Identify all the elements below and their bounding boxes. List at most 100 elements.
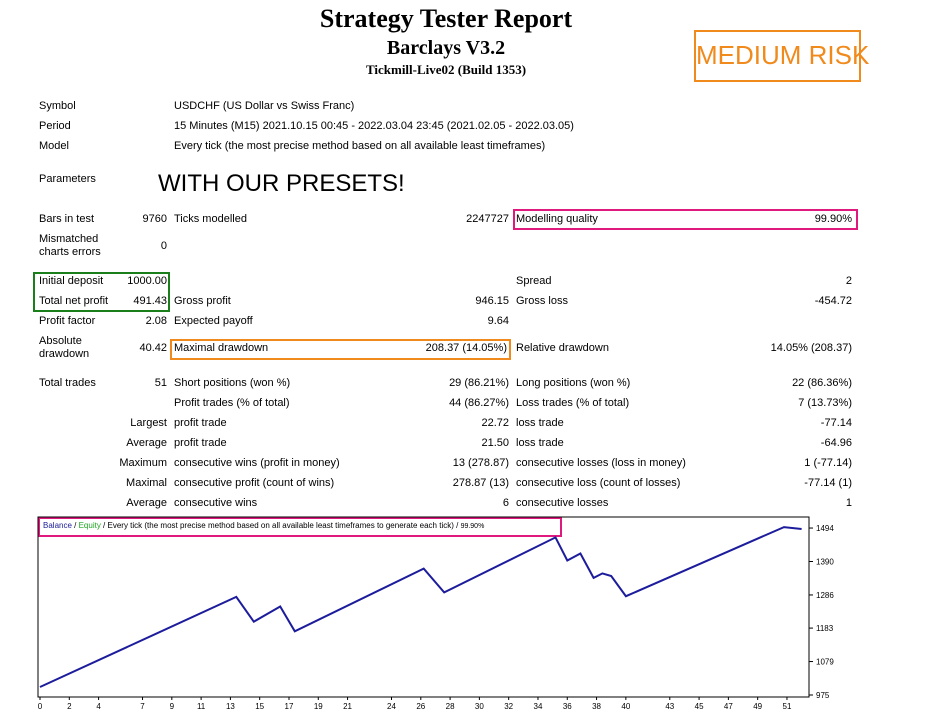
x-tick-label: 21: [343, 702, 352, 711]
x-tick-label: 32: [504, 702, 513, 711]
x-tick-label: 51: [783, 702, 792, 711]
legend-equity: Equity: [78, 521, 101, 530]
x-tick-label: 34: [534, 702, 543, 711]
average-loss-label: loss trade: [516, 437, 564, 449]
legend-sep1: /: [71, 521, 79, 530]
y-tick-label: 1286: [816, 591, 834, 600]
drawdown-highlight-box: [170, 339, 511, 360]
avg-losses-label: consecutive losses: [516, 497, 609, 509]
deposit-value: 1000.00: [127, 275, 167, 287]
long-value: 22 (86.36%): [792, 377, 852, 389]
legend-quality: 99.90%: [460, 523, 485, 530]
period-value: 15 Minutes (M15) 2021.10.15 00:45 - 2022…: [174, 120, 574, 132]
presets-note: WITH OUR PRESETS!: [158, 170, 405, 197]
chart-legend: Balance / Equity / Every tick (the most …: [43, 521, 484, 532]
x-tick-label: 28: [446, 702, 455, 711]
mismatch-label-line1: Mismatched: [39, 233, 99, 245]
avg-wins-value: 6: [502, 497, 509, 509]
maximal-label: Maximal: [126, 477, 167, 489]
short-value: 29 (86.21%): [449, 377, 509, 389]
reldd-value: 14.05% (208.37): [770, 342, 852, 354]
mismatch-value: 0: [160, 240, 167, 252]
bars-value: 9760: [142, 213, 167, 225]
legend-balance: Balance: [43, 521, 72, 530]
average-loss-value: -64.96: [820, 437, 852, 449]
average-label: Average: [126, 437, 167, 449]
profit-factor-label: Profit factor: [39, 315, 96, 327]
quality-label: Modelling quality: [516, 213, 598, 225]
profit-trades-label: Profit trades (% of total): [174, 397, 290, 409]
y-tick-label: 1390: [816, 557, 834, 566]
loss-trades-label: Loss trades (% of total): [516, 397, 630, 409]
x-tick-label: 9: [170, 702, 175, 711]
ticks-label: Ticks modelled: [174, 213, 247, 225]
expert-name: Barclays V3.2: [386, 37, 506, 59]
x-tick-label: 26: [416, 702, 425, 711]
x-tick-label: 45: [695, 702, 704, 711]
x-tick-label: 36: [563, 702, 572, 711]
trades-value: 51: [154, 377, 167, 389]
x-tick-label: 47: [724, 702, 733, 711]
maximal-loss-label: consecutive loss (count of losses): [516, 477, 681, 489]
loss-trades-value: 7 (13.73%): [798, 397, 852, 409]
avg-wins-label: consecutive wins: [174, 497, 258, 509]
x-tick-label: 11: [197, 702, 206, 711]
maximal-profit-value: 278.87 (13): [452, 477, 509, 489]
y-tick-label: 1494: [816, 524, 834, 533]
netprofit-label: Total net profit: [39, 295, 109, 307]
absdd-value: 40.42: [139, 342, 167, 354]
avg-consec-label: Average: [126, 497, 167, 509]
max-losses-value: 1 (-77.14): [804, 457, 852, 469]
legend-highlight-box: [38, 517, 562, 537]
x-tick-label: 49: [753, 702, 762, 711]
average-profit-label: profit trade: [174, 437, 227, 449]
largest-label: Largest: [130, 417, 167, 429]
grossprofit-value: 946.15: [475, 295, 509, 307]
average-profit-value: 21.50: [481, 437, 509, 449]
absdd-label-line1: Absolute: [39, 335, 82, 347]
trades-label: Total trades: [39, 377, 96, 389]
largest-profit-value: 22.72: [481, 417, 509, 429]
largest-loss-label: loss trade: [516, 417, 564, 429]
x-tick-label: 0: [38, 702, 43, 711]
y-tick-label: 1079: [816, 658, 834, 667]
symbol-label: Symbol: [39, 100, 76, 112]
maxdd-value: 208.37 (14.05%): [425, 342, 507, 354]
max-wins-value: 13 (278.87): [452, 457, 509, 469]
server-name: Tickmill-Live02 (Build 1353): [365, 62, 527, 77]
x-tick-label: 30: [475, 702, 484, 711]
x-tick-label: 19: [314, 702, 323, 711]
payoff-value: 9.64: [487, 315, 509, 327]
model-label: Model: [39, 140, 69, 152]
reldd-label: Relative drawdown: [516, 342, 609, 354]
balance-series-line: [39, 526, 802, 688]
x-tick-label: 13: [226, 702, 235, 711]
mismatch-label-line2: charts errors: [39, 246, 101, 258]
spread-label: Spread: [516, 275, 552, 287]
profit-trades-value: 44 (86.27%): [449, 397, 509, 409]
payoff-label: Expected payoff: [174, 315, 253, 327]
profit-factor-value: 2.08: [145, 315, 167, 327]
period-label: Period: [39, 120, 71, 132]
x-tick-label: 4: [96, 702, 101, 711]
legend-sep3: /: [453, 521, 461, 530]
avg-losses-value: 1: [845, 497, 852, 509]
chart-frame: [37, 516, 810, 698]
x-tick-label: 38: [592, 702, 601, 711]
y-tick-label: 1183: [816, 624, 834, 633]
netprofit-value: 491.43: [133, 295, 167, 307]
parameters-label: Parameters: [39, 173, 96, 185]
bars-label: Bars in test: [39, 213, 95, 225]
quality-highlight-box: [513, 209, 858, 230]
x-tick-label: 40: [621, 702, 630, 711]
x-tick-label: 15: [255, 702, 264, 711]
x-tick-label: 7: [140, 702, 145, 711]
maximal-profit-label: consecutive profit (count of wins): [174, 477, 335, 489]
grossprofit-label: Gross profit: [174, 295, 231, 307]
largest-loss-value: -77.14: [820, 417, 852, 429]
spread-value: 2: [845, 275, 852, 287]
model-value: Every tick (the most precise method base…: [174, 140, 546, 152]
maximal-loss-value: -77.14 (1): [804, 477, 852, 489]
risk-badge: MEDIUM RISK: [694, 30, 869, 82]
x-tick-label: 2: [67, 702, 72, 711]
